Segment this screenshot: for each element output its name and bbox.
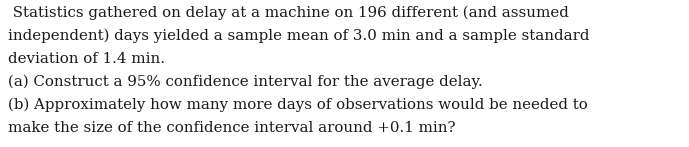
Text: make the size of the confidence interval around +0.1 min?: make the size of the confidence interval…	[8, 121, 455, 135]
Text: (b) Approximately how many more days of observations would be needed to: (b) Approximately how many more days of …	[8, 98, 588, 112]
Text: Statistics gathered on delay at a machine on 196 different (and assumed: Statistics gathered on delay at a machin…	[8, 6, 569, 20]
Text: (a) Construct a 95% confidence interval for the average delay.: (a) Construct a 95% confidence interval …	[8, 75, 483, 89]
Text: independent) days yielded a sample mean of 3.0 min and a sample standard: independent) days yielded a sample mean …	[8, 29, 590, 43]
Text: deviation of 1.4 min.: deviation of 1.4 min.	[8, 52, 165, 66]
